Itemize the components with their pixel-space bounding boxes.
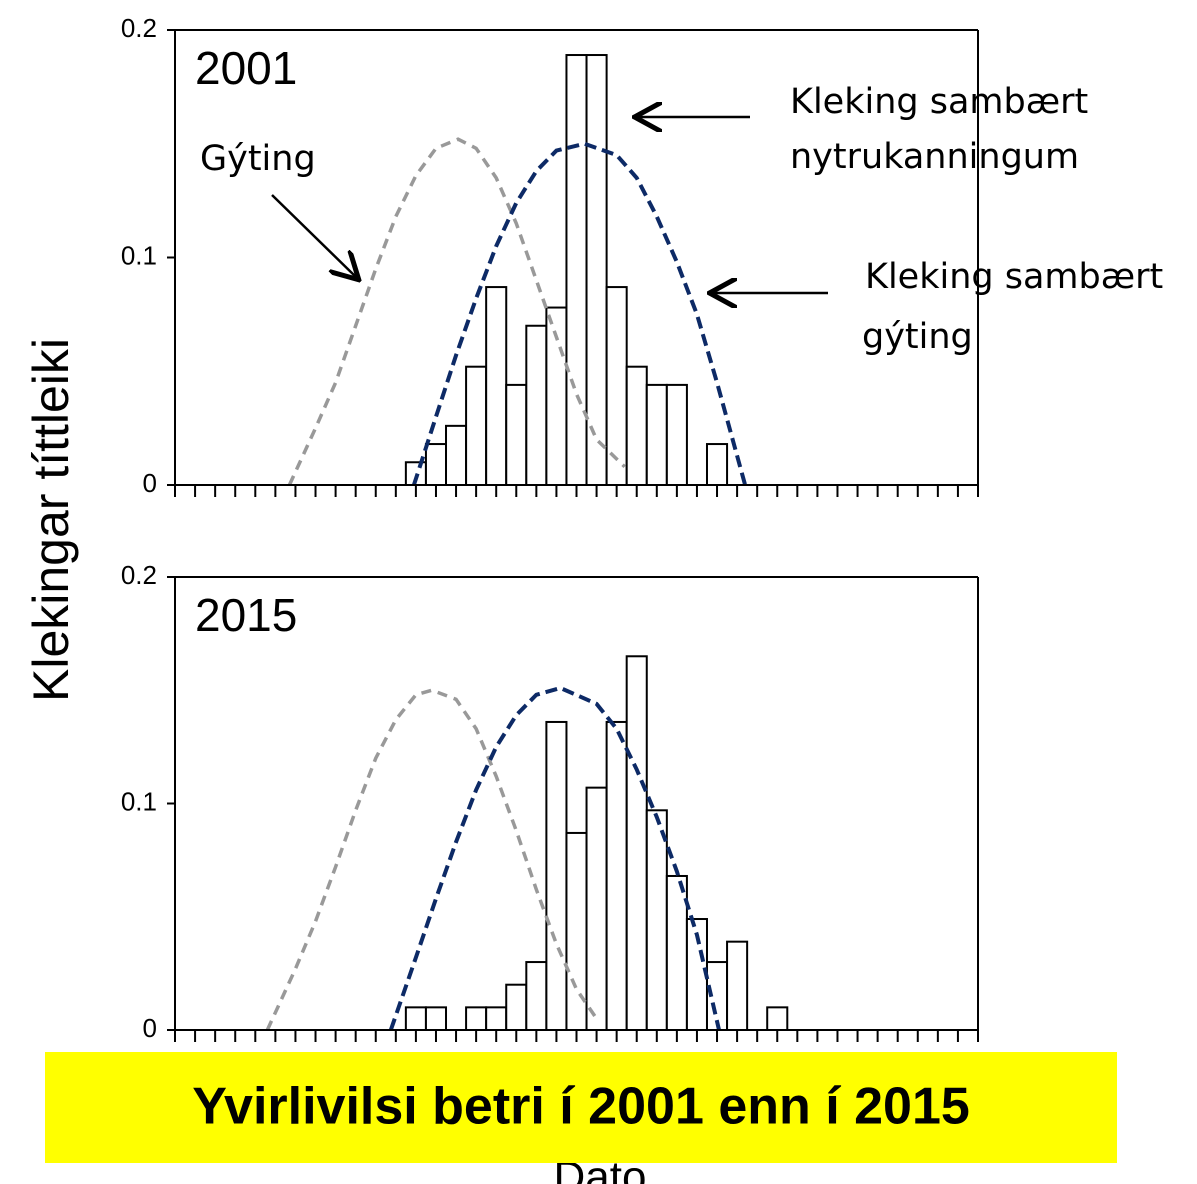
bar xyxy=(726,940,749,1031)
bar xyxy=(705,443,729,486)
bar xyxy=(625,365,648,487)
bar xyxy=(625,655,648,1032)
arrow xyxy=(271,194,357,278)
bar xyxy=(585,786,608,1032)
y-tick-label: 0.1 xyxy=(121,786,157,816)
y-tick-label: 0 xyxy=(143,468,157,498)
bar xyxy=(505,383,528,486)
y-tick-label: 0.2 xyxy=(121,13,157,43)
bar xyxy=(465,365,488,487)
y-axis-label: Klekingar títtleiki xyxy=(23,338,79,702)
panel-title: 2015 xyxy=(195,589,297,641)
bar xyxy=(545,720,568,1032)
bar xyxy=(525,961,548,1031)
y-tick-label: 0 xyxy=(143,1013,157,1043)
annotation: Kleking sambært xyxy=(865,257,1163,297)
curve xyxy=(388,685,721,1031)
bar xyxy=(605,286,628,487)
banner-box xyxy=(45,1052,1117,1163)
bar xyxy=(485,1006,508,1031)
y-tick-label: 0.2 xyxy=(121,560,157,590)
panel-title: 2001 xyxy=(195,42,297,94)
plots: 0 0.1 0.2 2001 0 0.1 0.2 2015 xyxy=(121,13,979,1043)
bar xyxy=(565,54,588,487)
bar xyxy=(645,809,668,1031)
annotation: Kleking sambært xyxy=(790,82,1088,122)
bar xyxy=(465,1006,488,1031)
bar xyxy=(505,983,528,1032)
curve xyxy=(287,137,626,486)
y-tick-label: 0.1 xyxy=(121,240,157,270)
bar xyxy=(424,443,448,486)
bar xyxy=(445,424,468,487)
bar xyxy=(585,54,608,487)
annotation: gýting xyxy=(862,317,973,357)
curve xyxy=(265,688,599,1031)
annotation: Gýting xyxy=(200,139,316,179)
curve xyxy=(411,141,748,486)
bar xyxy=(404,1006,427,1031)
bar xyxy=(485,286,508,487)
bar xyxy=(766,1006,789,1031)
bar xyxy=(605,720,628,1032)
banner: Yvirlivilsi betri í 2001 enn í 2015 xyxy=(192,1078,970,1136)
bar xyxy=(645,383,668,486)
bar xyxy=(525,324,548,486)
annotation: nytrukanningum xyxy=(790,137,1079,177)
bar xyxy=(424,1006,448,1031)
bar xyxy=(665,383,688,486)
